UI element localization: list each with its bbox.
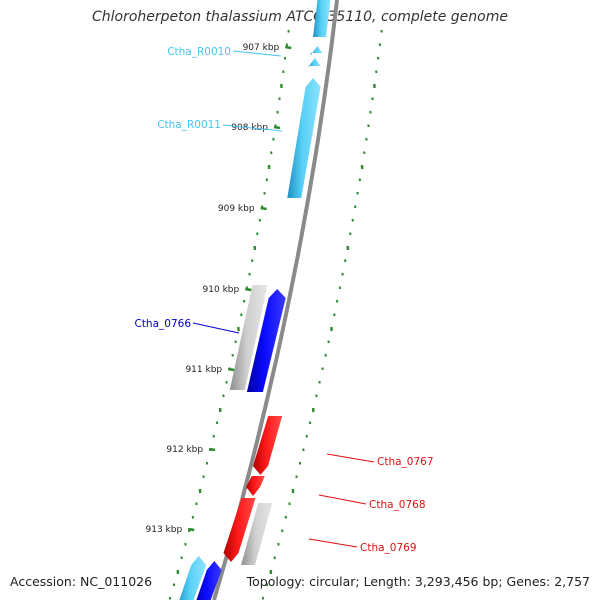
gene-label-leader: [232, 50, 282, 57]
tick-label: 909 kbp: [218, 204, 255, 214]
neutral-gene-913[interactable]: [241, 503, 273, 565]
gene-label-leader: [222, 124, 283, 132]
tick-mark: [260, 206, 267, 211]
rna-feature-top[interactable]: [313, 0, 331, 37]
tick-mark: [245, 287, 252, 292]
gene-label[interactable]: Ctha_0769: [360, 542, 417, 554]
tick-label: 911 kbp: [185, 365, 222, 375]
gene-label-leader: [326, 453, 375, 463]
tick-mark: [227, 367, 235, 372]
neutral-gene-910[interactable]: [229, 285, 268, 390]
reverse-Ctha_0768-small[interactable]: [246, 476, 265, 496]
tick-label: 912 kbp: [166, 445, 203, 455]
rna-bottom[interactable]: [176, 556, 207, 600]
gene-label-leader: [318, 494, 367, 505]
tick-mark: [285, 45, 292, 50]
reverse-Ctha_0767[interactable]: [253, 416, 283, 475]
tick-mark: [273, 125, 281, 130]
gene-label-leader: [192, 322, 240, 334]
gene-label[interactable]: Ctha_R0010: [167, 46, 231, 58]
genome-summary: Topology: circular; Length: 3,293,456 bp…: [246, 574, 590, 589]
rna-small-arrow-1[interactable]: [310, 46, 324, 55]
feature-track: [176, 0, 331, 600]
tick-label: 910 kbp: [203, 285, 240, 295]
tick-label: 913 kbp: [146, 525, 183, 535]
gc-track-outer: [261, 29, 383, 600]
gene-label[interactable]: Ctha_0768: [369, 499, 426, 511]
gene-label[interactable]: Ctha_0766: [134, 318, 191, 330]
forward-bottom[interactable]: [193, 561, 222, 600]
rna-small-arrow-2[interactable]: [307, 58, 322, 67]
gene-label[interactable]: Ctha_0767: [377, 456, 434, 468]
forward-Ctha_0766[interactable]: [246, 289, 286, 392]
rna-Ctha_R0011[interactable]: [287, 78, 321, 198]
gene-label[interactable]: Ctha_R0011: [157, 119, 221, 131]
gene-label-leader: [308, 538, 358, 548]
gene-labels: Ctha_R0010 Ctha_R0011 Ctha_0766 Ctha_0767 Ct…: [134, 46, 433, 554]
tick-mark: [208, 447, 216, 452]
map-title: Chloroherpeton thalassium ATCC 35110, co…: [92, 9, 508, 25]
tick-label: 907 kbp: [243, 43, 280, 53]
accession-label: Accession: NC_011026: [10, 574, 153, 589]
tick-mark: [187, 527, 195, 532]
reverse-Ctha_0768[interactable]: [223, 498, 256, 562]
